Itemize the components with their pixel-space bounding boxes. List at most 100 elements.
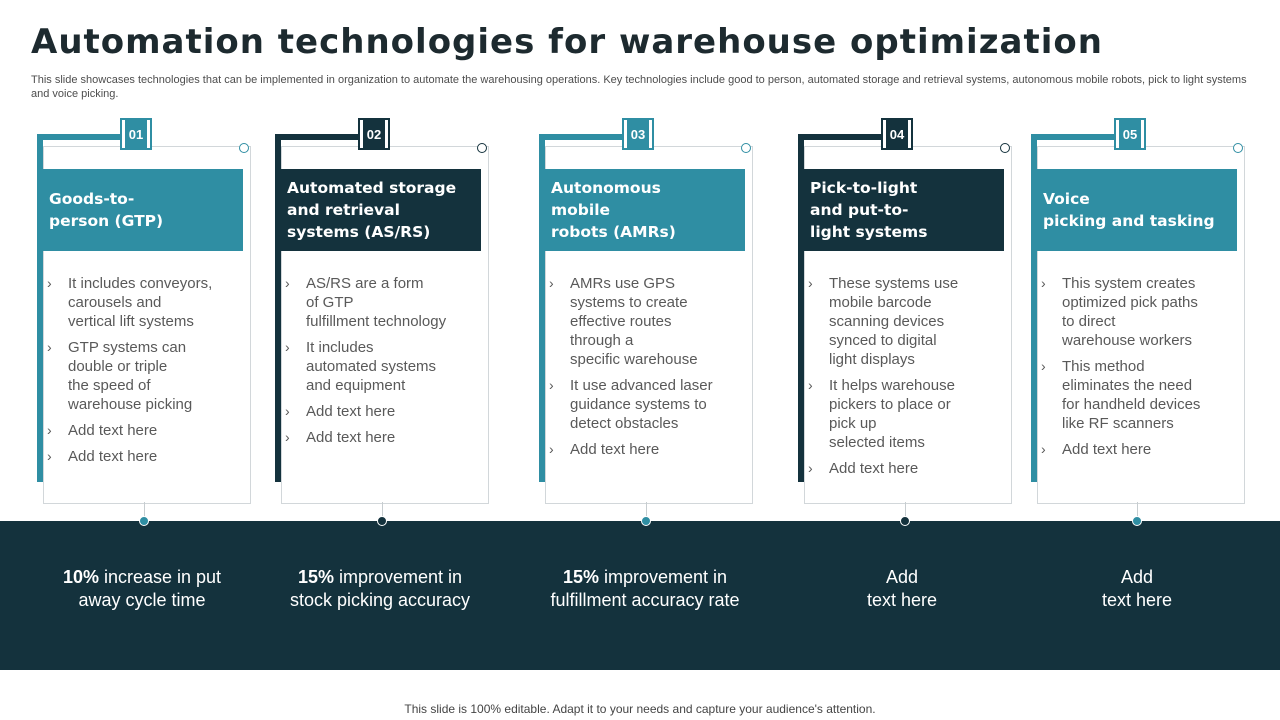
card-number-badge: 04: [881, 118, 913, 150]
connector-dot-icon: [377, 516, 387, 526]
bullet-text: It use advanced laser guidance systems t…: [570, 377, 713, 432]
list-item: › Add text here: [285, 402, 475, 421]
card-heading: Goods-to- person (GTP): [37, 169, 243, 251]
card-number-badge: 01: [120, 118, 152, 150]
chevron-right-icon: ›: [808, 275, 813, 291]
card-bullet-list: › AMRs use GPS systems to create effectiv…: [549, 274, 739, 466]
card-bullet-list: › AS/RS are a form of GTP fulfillment tec…: [285, 274, 475, 454]
connector-dot-icon: [1132, 516, 1142, 526]
bullet-text: It includes conveyors, carousels and ver…: [68, 275, 213, 330]
stat-text: Add text here: [866, 567, 938, 610]
connector-line: [382, 502, 383, 518]
chevron-right-icon: ›: [47, 422, 52, 438]
card-number-badge: 02: [358, 118, 390, 150]
card-accent-top: [1031, 134, 1133, 140]
bullet-text: It includes automated systems and equipm…: [306, 339, 437, 394]
bullet-text: Add text here: [306, 403, 396, 420]
connector-dot-icon: [641, 516, 651, 526]
chevron-right-icon: ›: [549, 275, 554, 291]
card-accent-top: [539, 134, 641, 140]
card-heading: Pick-to-light and put-to- light systems: [798, 169, 1004, 251]
list-item: › It use advanced laser guidance systems…: [549, 376, 739, 433]
list-item: › Add text here: [285, 428, 475, 447]
card-accent-top: [275, 134, 377, 140]
bullet-text: This method eliminates the need for hand…: [1062, 358, 1201, 432]
stat-text: improvement in stock picking accuracy: [289, 567, 471, 610]
connector-line: [646, 502, 647, 518]
card-number: 02: [363, 120, 385, 148]
stat-text: Add text here: [1101, 567, 1173, 610]
chevron-right-icon: ›: [1041, 358, 1046, 374]
connector-dot-icon: [139, 516, 149, 526]
card-number: 05: [1119, 120, 1141, 148]
card-heading: Automated storage and retrieval systems …: [275, 169, 481, 251]
chevron-right-icon: ›: [47, 275, 52, 291]
bullet-text: This system creates optimized pick paths…: [1062, 275, 1198, 349]
list-item: › These systems use mobile barcode scanni…: [808, 274, 998, 369]
bullet-text: AMRs use GPS systems to create effective…: [570, 275, 698, 368]
card-accent-left: [539, 134, 545, 482]
chevron-right-icon: ›: [549, 441, 554, 457]
list-item: › This method eliminates the need for han…: [1041, 357, 1231, 433]
list-item: › It helps warehouse pickers to place or …: [808, 376, 998, 452]
card-accent-top: [798, 134, 900, 140]
card-number: 03: [627, 120, 649, 148]
circle-marker-icon: [1233, 143, 1243, 153]
technology-card: 01 Goods-to- person (GTP) › It includes c…: [37, 118, 251, 504]
circle-marker-icon: [1000, 143, 1010, 153]
card-accent-left: [37, 134, 43, 482]
chevron-right-icon: ›: [285, 339, 290, 355]
chevron-right-icon: ›: [808, 460, 813, 476]
card-heading: Voice picking and tasking: [1031, 169, 1237, 251]
bullet-text: These systems use mobile barcode scannin…: [829, 275, 959, 368]
bullet-text: Add text here: [68, 422, 158, 439]
list-item: › AS/RS are a form of GTP fulfillment tec…: [285, 274, 475, 331]
stat-value: 10%: [62, 567, 99, 587]
technology-card: 03 Autonomous mobile robots (AMRs) › AMRs…: [539, 118, 753, 504]
bullet-text: It helps warehouse pickers to place or p…: [829, 377, 955, 451]
footer-note: This slide is 100% editable. Adapt it to…: [404, 702, 876, 716]
bullet-text: AS/RS are a form of GTP fulfillment tech…: [306, 275, 447, 330]
chevron-right-icon: ›: [47, 448, 52, 464]
list-item: › Add text here: [47, 421, 237, 440]
chevron-right-icon: ›: [285, 429, 290, 445]
chevron-right-icon: ›: [285, 403, 290, 419]
list-item: › AMRs use GPS systems to create effectiv…: [549, 274, 739, 369]
card-bullet-list: › This system creates optimized pick path…: [1041, 274, 1231, 466]
stat-value: 15%: [297, 567, 334, 587]
card-bullet-list: › It includes conveyors, carousels and ve…: [47, 274, 237, 473]
list-item: › Add text here: [549, 440, 739, 459]
chevron-right-icon: ›: [1041, 441, 1046, 457]
circle-marker-icon: [239, 143, 249, 153]
bullet-text: Add text here: [829, 460, 919, 477]
bullet-text: Add text here: [1062, 441, 1152, 458]
card-number: 04: [886, 120, 908, 148]
card-number-badge: 03: [622, 118, 654, 150]
stat-item: Add text here: [782, 566, 1022, 612]
chevron-right-icon: ›: [285, 275, 290, 291]
connector-dot-icon: [900, 516, 910, 526]
list-item: › It includes conveyors, carousels and ve…: [47, 274, 237, 331]
circle-marker-icon: [741, 143, 751, 153]
card-accent-left: [1031, 134, 1037, 482]
list-item: › Add text here: [808, 459, 998, 478]
list-item: › Add text here: [47, 447, 237, 466]
card-number-badge: 05: [1114, 118, 1146, 150]
card-accent-top: [37, 134, 139, 140]
chevron-right-icon: ›: [1041, 275, 1046, 291]
bullet-text: Add text here: [306, 429, 396, 446]
connector-line: [144, 502, 145, 518]
list-item: › Add text here: [1041, 440, 1231, 459]
stat-text: increase in put away cycle time: [78, 567, 222, 610]
stat-item: 15% improvement in fulfillment accuracy …: [525, 566, 765, 612]
list-item: › This system creates optimized pick path…: [1041, 274, 1231, 350]
slide-title: Automation technologies for warehouse op…: [31, 22, 1103, 62]
list-item: › GTP systems can double or triple the sp…: [47, 338, 237, 414]
technology-card: 05 Voice picking and tasking › This syste…: [1031, 118, 1245, 504]
stat-item: 15% improvement in stock picking accurac…: [260, 566, 500, 612]
stats-band: 10% increase in put away cycle time 15% i…: [0, 521, 1280, 670]
card-accent-left: [798, 134, 804, 482]
card-accent-left: [275, 134, 281, 482]
bullet-text: Add text here: [570, 441, 660, 458]
card-heading: Autonomous mobile robots (AMRs): [539, 169, 745, 251]
